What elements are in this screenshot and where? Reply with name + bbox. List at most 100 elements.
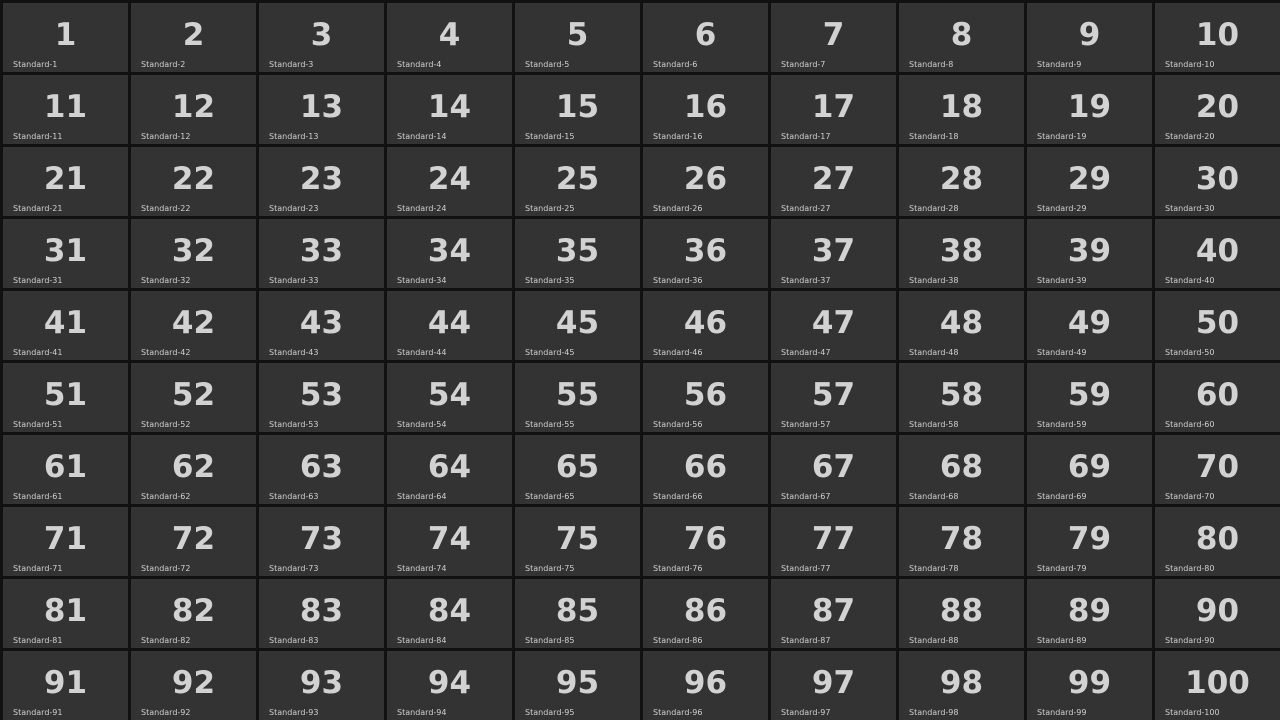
tile-64[interactable]: 64 Standard-64 [387,435,512,504]
tile-55[interactable]: 55 Standard-55 [515,363,640,432]
tile-51[interactable]: 51 Standard-51 [3,363,128,432]
tile-92[interactable]: 92 Standard-92 [131,651,256,720]
tile-76[interactable]: 76 Standard-76 [643,507,768,576]
tile-85[interactable]: 85 Standard-85 [515,579,640,648]
tile-99[interactable]: 99 Standard-99 [1027,651,1152,720]
tile-66[interactable]: 66 Standard-66 [643,435,768,504]
tile-32[interactable]: 32 Standard-32 [131,219,256,288]
tile-27[interactable]: 27 Standard-27 [771,147,896,216]
tile-9[interactable]: 9 Standard-9 [1027,3,1152,72]
tile-70[interactable]: 70 Standard-70 [1155,435,1280,504]
tile-25[interactable]: 25 Standard-25 [515,147,640,216]
tile-7[interactable]: 7 Standard-7 [771,3,896,72]
tile-81[interactable]: 81 Standard-81 [3,579,128,648]
tile-18[interactable]: 18 Standard-18 [899,75,1024,144]
tile-6[interactable]: 6 Standard-6 [643,3,768,72]
tile-17[interactable]: 17 Standard-17 [771,75,896,144]
tile-61[interactable]: 61 Standard-61 [3,435,128,504]
tile-100[interactable]: 100 Standard-100 [1155,651,1280,720]
tile-22[interactable]: 22 Standard-22 [131,147,256,216]
tile-48[interactable]: 48 Standard-48 [899,291,1024,360]
tile-45[interactable]: 45 Standard-45 [515,291,640,360]
tile-59[interactable]: 59 Standard-59 [1027,363,1152,432]
tile-33[interactable]: 33 Standard-33 [259,219,384,288]
tile-74[interactable]: 74 Standard-74 [387,507,512,576]
tile-8[interactable]: 8 Standard-8 [899,3,1024,72]
tile-31[interactable]: 31 Standard-31 [3,219,128,288]
tile-26[interactable]: 26 Standard-26 [643,147,768,216]
tile-20[interactable]: 20 Standard-20 [1155,75,1280,144]
tile-88[interactable]: 88 Standard-88 [899,579,1024,648]
tile-86[interactable]: 86 Standard-86 [643,579,768,648]
tile-97[interactable]: 97 Standard-97 [771,651,896,720]
tile-10[interactable]: 10 Standard-10 [1155,3,1280,72]
tile-38[interactable]: 38 Standard-38 [899,219,1024,288]
tile-52[interactable]: 52 Standard-52 [131,363,256,432]
tile-12[interactable]: 12 Standard-12 [131,75,256,144]
tile-16[interactable]: 16 Standard-16 [643,75,768,144]
tile-23[interactable]: 23 Standard-23 [259,147,384,216]
tile-87[interactable]: 87 Standard-87 [771,579,896,648]
tile-73[interactable]: 73 Standard-73 [259,507,384,576]
tile-77[interactable]: 77 Standard-77 [771,507,896,576]
tile-21[interactable]: 21 Standard-21 [3,147,128,216]
tile-2[interactable]: 2 Standard-2 [131,3,256,72]
tile-54[interactable]: 54 Standard-54 [387,363,512,432]
tile-41[interactable]: 41 Standard-41 [3,291,128,360]
tile-24[interactable]: 24 Standard-24 [387,147,512,216]
tile-44[interactable]: 44 Standard-44 [387,291,512,360]
tile-75[interactable]: 75 Standard-75 [515,507,640,576]
tile-65[interactable]: 65 Standard-65 [515,435,640,504]
tile-39[interactable]: 39 Standard-39 [1027,219,1152,288]
tile-37[interactable]: 37 Standard-37 [771,219,896,288]
tile-71[interactable]: 71 Standard-71 [3,507,128,576]
tile-36[interactable]: 36 Standard-36 [643,219,768,288]
tile-93[interactable]: 93 Standard-93 [259,651,384,720]
tile-42[interactable]: 42 Standard-42 [131,291,256,360]
tile-3[interactable]: 3 Standard-3 [259,3,384,72]
tile-53[interactable]: 53 Standard-53 [259,363,384,432]
tile-80[interactable]: 80 Standard-80 [1155,507,1280,576]
tile-15[interactable]: 15 Standard-15 [515,75,640,144]
tile-79[interactable]: 79 Standard-79 [1027,507,1152,576]
tile-78[interactable]: 78 Standard-78 [899,507,1024,576]
tile-13[interactable]: 13 Standard-13 [259,75,384,144]
tile-90[interactable]: 90 Standard-90 [1155,579,1280,648]
tile-94[interactable]: 94 Standard-94 [387,651,512,720]
tile-11[interactable]: 11 Standard-11 [3,75,128,144]
tile-58[interactable]: 58 Standard-58 [899,363,1024,432]
tile-34[interactable]: 34 Standard-34 [387,219,512,288]
tile-89[interactable]: 89 Standard-89 [1027,579,1152,648]
tile-63[interactable]: 63 Standard-63 [259,435,384,504]
tile-68[interactable]: 68 Standard-68 [899,435,1024,504]
tile-40[interactable]: 40 Standard-40 [1155,219,1280,288]
tile-72[interactable]: 72 Standard-72 [131,507,256,576]
tile-67[interactable]: 67 Standard-67 [771,435,896,504]
tile-84[interactable]: 84 Standard-84 [387,579,512,648]
tile-96[interactable]: 96 Standard-96 [643,651,768,720]
tile-30[interactable]: 30 Standard-30 [1155,147,1280,216]
tile-4[interactable]: 4 Standard-4 [387,3,512,72]
tile-69[interactable]: 69 Standard-69 [1027,435,1152,504]
tile-5[interactable]: 5 Standard-5 [515,3,640,72]
tile-60[interactable]: 60 Standard-60 [1155,363,1280,432]
tile-47[interactable]: 47 Standard-47 [771,291,896,360]
tile-82[interactable]: 82 Standard-82 [131,579,256,648]
tile-46[interactable]: 46 Standard-46 [643,291,768,360]
tile-62[interactable]: 62 Standard-62 [131,435,256,504]
tile-50[interactable]: 50 Standard-50 [1155,291,1280,360]
tile-57[interactable]: 57 Standard-57 [771,363,896,432]
tile-14[interactable]: 14 Standard-14 [387,75,512,144]
tile-29[interactable]: 29 Standard-29 [1027,147,1152,216]
tile-19[interactable]: 19 Standard-19 [1027,75,1152,144]
tile-95[interactable]: 95 Standard-95 [515,651,640,720]
tile-43[interactable]: 43 Standard-43 [259,291,384,360]
tile-91[interactable]: 91 Standard-91 [3,651,128,720]
tile-1[interactable]: 1 Standard-1 [3,3,128,72]
tile-49[interactable]: 49 Standard-49 [1027,291,1152,360]
tile-56[interactable]: 56 Standard-56 [643,363,768,432]
tile-28[interactable]: 28 Standard-28 [899,147,1024,216]
tile-83[interactable]: 83 Standard-83 [259,579,384,648]
tile-35[interactable]: 35 Standard-35 [515,219,640,288]
tile-98[interactable]: 98 Standard-98 [899,651,1024,720]
